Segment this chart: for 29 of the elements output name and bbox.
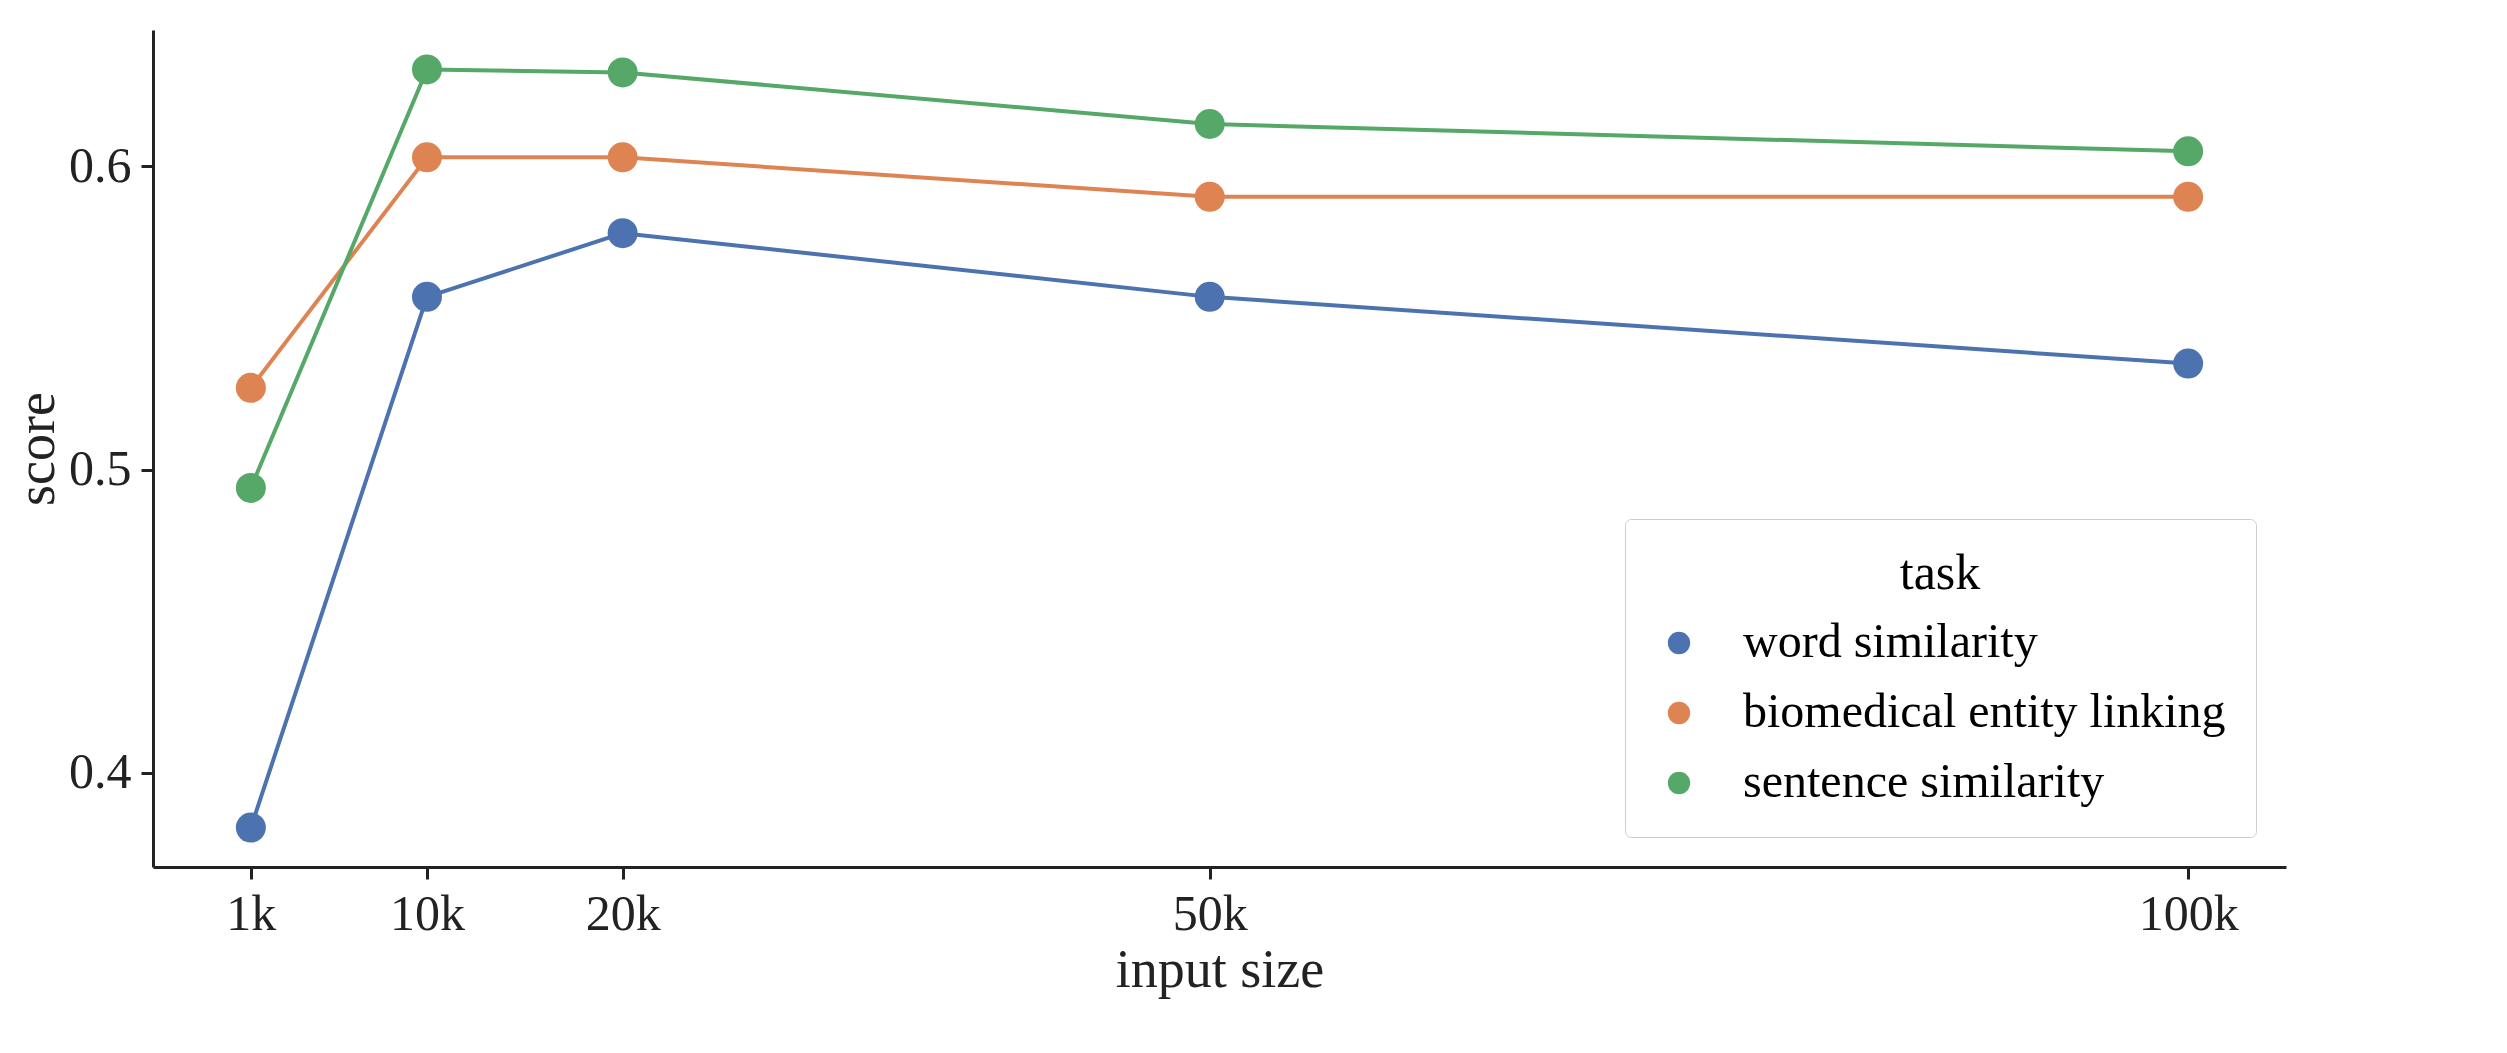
point — [235, 472, 266, 503]
point — [607, 142, 638, 173]
y-tick-label: 0.5 — [69, 440, 132, 497]
point — [607, 57, 638, 88]
x-tick-label: 20k — [585, 884, 661, 941]
point — [2173, 181, 2204, 212]
point — [411, 142, 442, 173]
point — [235, 812, 266, 843]
x-tick-label: 1k — [226, 884, 277, 941]
y-axis-title: score — [6, 392, 66, 506]
x-tick-label: 100k — [2138, 884, 2239, 941]
y-tick-label: 0.6 — [69, 136, 132, 193]
point — [235, 372, 266, 403]
point — [411, 54, 442, 85]
x-axis-title: input size — [1115, 938, 1325, 999]
x-tick-label: 50k — [1172, 884, 1248, 941]
legend-label: biomedical entity linking — [1743, 684, 2226, 737]
point — [411, 281, 442, 312]
point — [1194, 181, 1225, 212]
y-tick-label: 0.4 — [69, 743, 132, 800]
point — [1194, 109, 1225, 139]
point — [607, 218, 638, 249]
legend-title: task — [1899, 544, 1981, 600]
point — [2173, 136, 2204, 167]
legend-label: word similarity — [1743, 614, 2038, 667]
point — [2173, 348, 2204, 379]
x-tick-label: 10k — [389, 884, 465, 941]
point — [1194, 281, 1225, 312]
legend-label: sentence similarity — [1743, 754, 2105, 807]
